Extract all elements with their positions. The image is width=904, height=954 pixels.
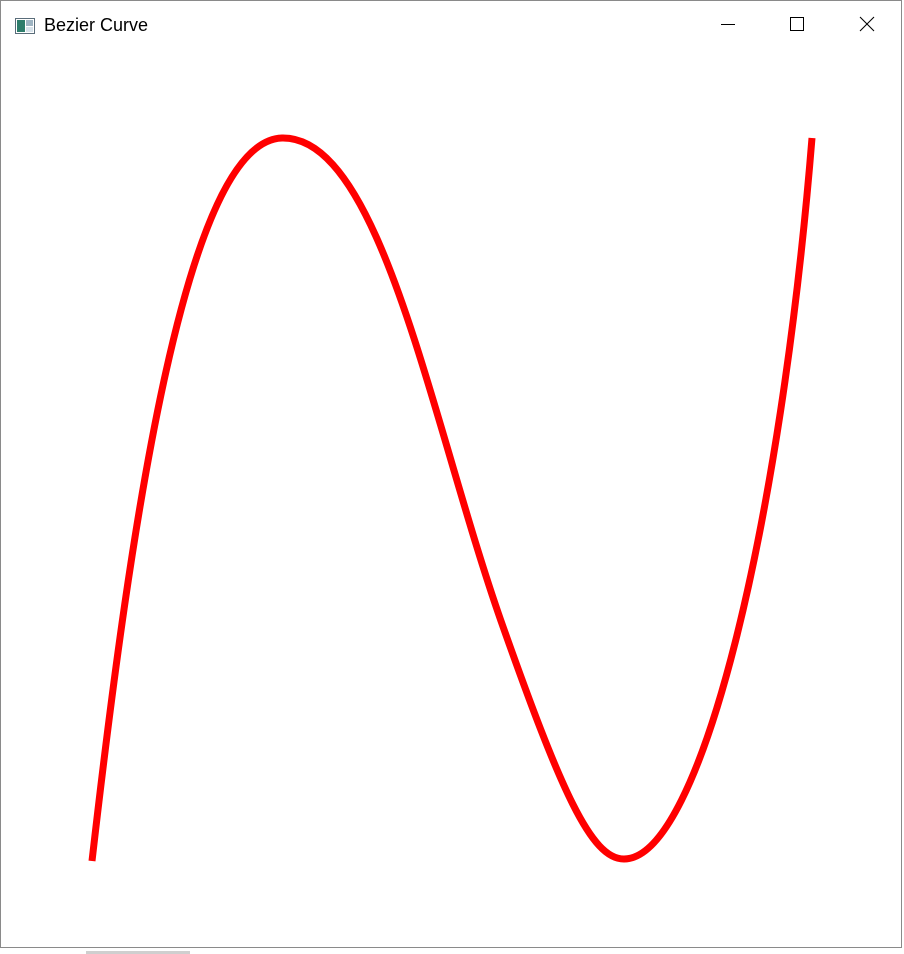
minimize-icon bbox=[720, 16, 736, 37]
bezier-curve bbox=[88, 134, 816, 863]
maximize-button[interactable] bbox=[763, 1, 831, 51]
background-window-fragment bbox=[86, 944, 196, 954]
drawing-canvas bbox=[1, 51, 901, 947]
curve-surface bbox=[88, 134, 816, 863]
window-title: Bezier Curve bbox=[44, 15, 149, 35]
app-window-icon bbox=[15, 18, 35, 34]
minimize-button[interactable] bbox=[694, 1, 762, 51]
title-bar[interactable]: Bezier Curve bbox=[1, 1, 901, 51]
close-button[interactable] bbox=[833, 1, 901, 51]
maximize-icon bbox=[789, 16, 805, 37]
close-icon bbox=[859, 16, 875, 37]
